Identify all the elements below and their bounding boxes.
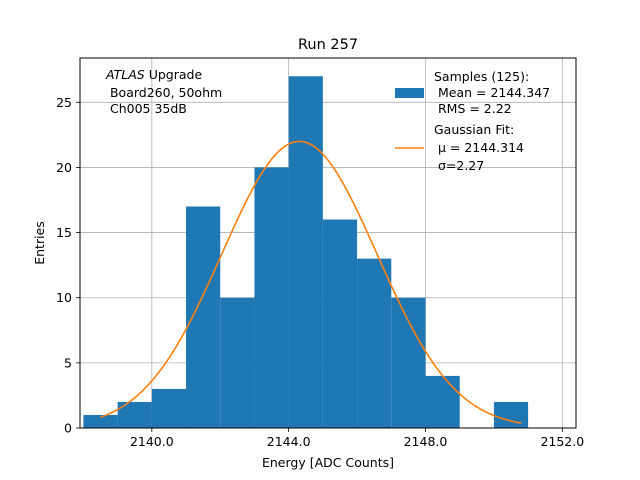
x-tick-label: 2152.0 [540, 434, 584, 449]
histogram-bar [151, 388, 187, 428]
legend: Samples (125): Mean = 2144.347 RMS = 2.2… [395, 69, 550, 173]
y-tick-label: 5 [64, 355, 72, 370]
y-tick-label: 20 [56, 160, 72, 175]
legend-fit-line-2: μ = 2144.314 [434, 140, 524, 155]
y-tick-label: 15 [56, 225, 72, 240]
histogram-bar [220, 297, 255, 428]
histogram-bar [288, 76, 323, 428]
histogram-bar [391, 297, 426, 428]
y-tick-label: 25 [56, 95, 72, 110]
plot-frame [79, 57, 577, 429]
x-axis-label: Energy [ADC Counts] [262, 455, 394, 470]
histogram-bars [83, 76, 529, 428]
chart-title: Run 257 [298, 37, 358, 53]
gaussian-fit-curve [100, 140, 522, 424]
x-axis-ticks: 2140.0 2144.0 2148.0 2152.0 [130, 428, 584, 449]
legend-swatch-histogram [395, 88, 424, 98]
legend-histogram-line-1: Samples (125): [434, 69, 529, 84]
legend-fit-line-1: Gaussian Fit: [434, 122, 514, 137]
y-tick-label: 0 [64, 421, 72, 436]
annotation-line-3: Ch005 35dB [106, 101, 187, 116]
gaussian-fit-line [100, 140, 522, 424]
x-tick-label: 2148.0 [404, 434, 448, 449]
y-axis-label: Entries [32, 221, 47, 265]
y-tick-label: 10 [56, 290, 72, 305]
histogram-bar [493, 401, 529, 428]
histogram-bar [186, 206, 221, 428]
histogram-bar [83, 414, 118, 428]
y-axis-ticks: 0 5 10 15 20 25 [56, 95, 80, 436]
annotation-atlas: ATLAS [105, 67, 145, 82]
histogram-bar [425, 375, 460, 428]
x-tick-label: 2140.0 [130, 434, 174, 449]
legend-histogram-line-3: RMS = 2.22 [434, 101, 512, 116]
histogram-bar [322, 219, 358, 428]
annotation-line-2: Board260, 50ohm [106, 85, 222, 100]
annotation-line-1: ATLAS Upgrade [105, 67, 202, 82]
histogram-bar [254, 167, 289, 428]
histogram-bar [357, 258, 392, 428]
x-tick-label: 2144.0 [267, 434, 311, 449]
legend-fit-line-3: σ=2.27 [434, 158, 484, 173]
atlas-annotation: ATLAS Upgrade Board260, 50ohm Ch005 35dB [105, 67, 222, 116]
legend-histogram-line-2: Mean = 2144.347 [434, 85, 550, 100]
annotation-upgrade: Upgrade [145, 67, 203, 82]
